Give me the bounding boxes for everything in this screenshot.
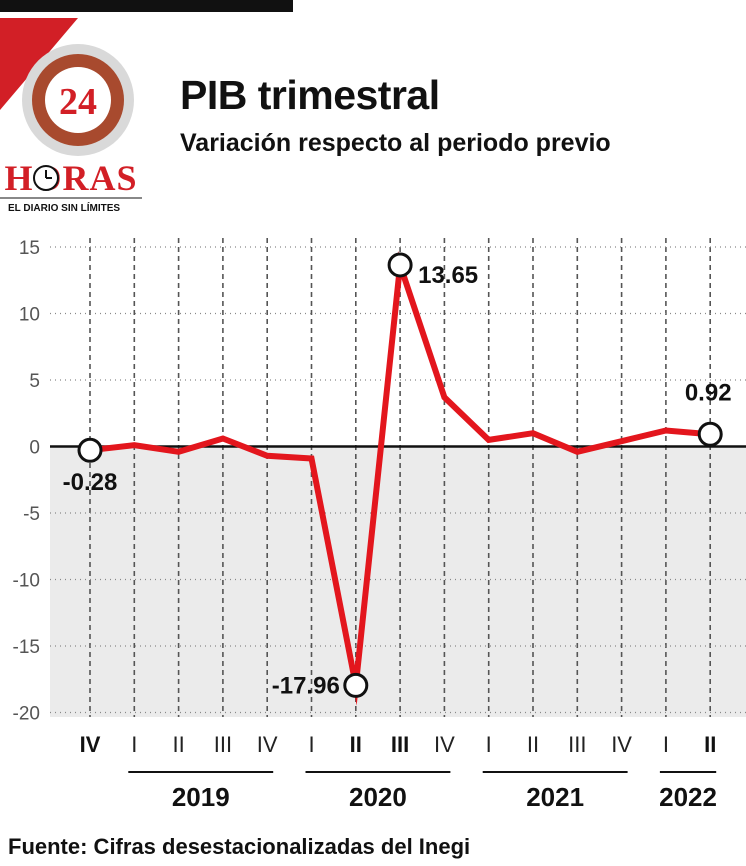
data-label: 13.65 [418,262,478,289]
x-tick-label: I [308,732,314,757]
x-tick-label: I [486,732,492,757]
y-tick-label: 0 [29,438,40,459]
x-tick-label: III [214,732,232,757]
x-tick-label: III [568,732,586,757]
y-tick-label: -20 [13,704,40,725]
logo-name: HORAS [4,158,137,198]
y-tick-label: -15 [13,637,40,658]
x-tick-label: II [350,732,362,757]
top-bar [0,0,293,12]
x-tick-label: II [527,732,539,757]
y-tick-label: -5 [23,504,40,525]
x-tick-label: II [704,732,716,757]
data-point-marker [343,672,369,698]
chart-title: PIB trimestral [180,72,440,118]
x-tick-label: II [172,732,184,757]
x-tick-label: IV [80,732,101,757]
year-label: 2021 [526,782,584,812]
x-tick-label: IV [434,732,455,757]
data-point-marker [697,421,723,447]
data-point-marker [77,437,103,463]
data-label: 0.92 [685,379,732,406]
x-tick-label: IV [257,732,278,757]
year-label: 2019 [172,782,230,812]
x-tick-label: I [131,732,137,757]
data-point-marker [387,252,413,278]
data-label: -0.28 [63,469,118,496]
logo: 24 HORAS EL DIARIO SIN LÍMITES [0,18,142,214]
source-note: Fuente: Cifras desestacionalizadas del I… [8,834,471,859]
negative-area [50,446,746,717]
y-tick-label: -10 [13,571,40,592]
logo-number: 24 [59,81,97,123]
y-tick-label: 15 [19,238,40,259]
year-label: 2020 [349,782,407,812]
y-tick-label: 5 [29,371,40,392]
x-tick-label: III [391,732,409,757]
x-tick-label: IV [611,732,632,757]
year-label: 2022 [659,782,717,812]
x-tick-label: I [663,732,669,757]
y-tick-label: 10 [19,305,40,326]
logo-graphic: 24 HORAS EL DIARIO SIN LÍMITES [0,18,142,214]
logo-tagline: EL DIARIO SIN LÍMITES [8,201,120,214]
chart-subtitle: Variación respecto al periodo previo [180,129,611,157]
data-label: -17.96 [272,672,340,699]
